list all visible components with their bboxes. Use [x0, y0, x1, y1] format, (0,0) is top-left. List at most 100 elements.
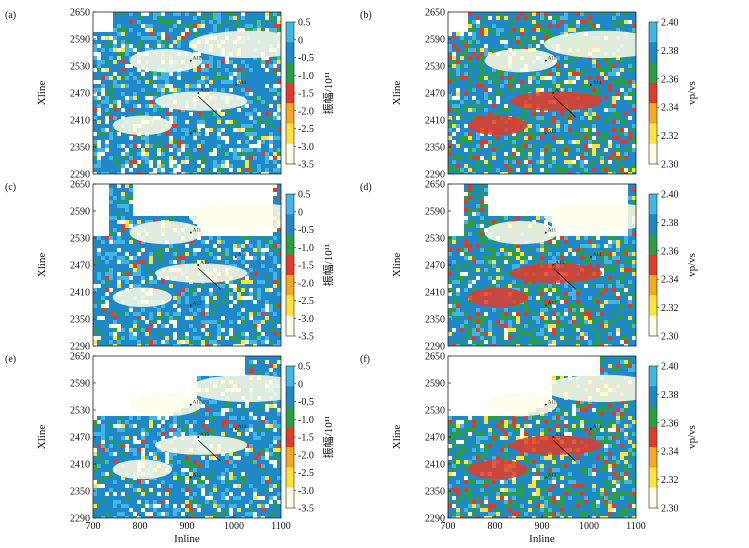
heatmap-cell: [476, 88, 480, 92]
heatmap-cell: [121, 108, 125, 112]
heatmap-cell: [113, 228, 117, 232]
heatmap-cell: [101, 252, 105, 256]
heatmap-cell: [508, 92, 512, 96]
heatmap-cell: [189, 152, 193, 156]
heatmap-cell: [109, 232, 113, 236]
heatmap-cell: [237, 264, 241, 268]
heatmap-cell: [464, 148, 468, 152]
heatmap-cell: [241, 292, 245, 296]
heatmap-cell: [265, 68, 269, 72]
heatmap-cell: [253, 292, 257, 296]
heatmap-cell: [217, 244, 221, 248]
heatmap-cell: [173, 148, 177, 152]
heatmap-cell: [552, 112, 556, 116]
heatmap-cell: [452, 148, 456, 152]
heatmap-cell: [253, 120, 257, 124]
heatmap-cell: [201, 248, 205, 252]
heatmap-cell: [93, 164, 97, 168]
heatmap-cell: [520, 20, 524, 24]
heatmap-cell: [588, 148, 592, 152]
heatmap-cell: [93, 144, 97, 148]
heatmap-cell: [488, 48, 492, 52]
heatmap-cell: [596, 148, 600, 152]
heatmap-cell: [536, 120, 540, 124]
heatmap-cell: [612, 80, 616, 84]
heatmap-cell: [121, 20, 125, 24]
heatmap-cell: [245, 252, 249, 256]
heatmap-cell: [125, 172, 129, 174]
heatmap-cell: [512, 168, 516, 172]
heatmap-cell: [576, 148, 580, 152]
heatmap-cell: [277, 136, 281, 140]
heatmap-cell: [608, 144, 612, 148]
heatmap-cell: [157, 40, 161, 44]
heatmap-cell: [241, 148, 245, 152]
heatmap-cell: [201, 244, 205, 248]
heatmap-cell: [472, 48, 476, 52]
heatmap-cell: [105, 248, 109, 252]
colorbar-segment: [286, 82, 294, 104]
heatmap-cell: [113, 144, 117, 148]
heatmap-cell: [488, 152, 492, 156]
heatmap-cell: [213, 28, 217, 32]
heatmap-cell: [612, 72, 616, 76]
heatmap-cell: [484, 108, 488, 112]
heatmap-cell: [245, 96, 249, 100]
heatmap-cell: [205, 244, 209, 248]
heatmap-cell: [508, 100, 512, 104]
heatmap-cell: [528, 80, 532, 84]
heatmap-cell: [628, 88, 632, 92]
heatmap-cell: [265, 96, 269, 100]
heatmap-cell: [141, 144, 145, 148]
heatmap-cell: [245, 272, 249, 276]
heatmap-cell: [201, 52, 205, 56]
heatmap-cell: [105, 100, 109, 104]
heatmap-cell: [221, 248, 225, 252]
heatmap-cell: [261, 120, 265, 124]
heatmap-cell: [237, 296, 241, 300]
heatmap-cell: [197, 132, 201, 136]
heatmap-cell: [205, 12, 209, 16]
heatmap-cell: [129, 164, 133, 168]
heatmap-cell: [253, 268, 257, 272]
heatmap-cell: [109, 288, 113, 292]
heatmap-cell: [225, 260, 229, 264]
heatmap-cell: [121, 232, 125, 236]
heatmap-cell: [472, 72, 476, 76]
heatmap-cell: [129, 256, 133, 260]
heatmap-cell: [113, 276, 117, 280]
heatmap-cell: [564, 144, 568, 148]
heatmap-cell: [480, 68, 484, 72]
heatmap-cell: [125, 236, 129, 240]
heatmap-cell: [620, 116, 624, 120]
heatmap-cell: [121, 160, 125, 164]
heatmap-cell: [233, 256, 237, 260]
heatmap-cell: [472, 24, 476, 28]
heatmap-cell: [165, 76, 169, 80]
heatmap-cell: [604, 132, 608, 136]
heatmap-cell: [508, 32, 512, 36]
heatmap-cell: [141, 172, 145, 174]
colorbar-segment: [649, 42, 657, 64]
heatmap-cell: [129, 236, 133, 240]
heatmap-cell: [496, 48, 500, 52]
heatmap-cell: [117, 12, 121, 16]
heatmap-cell: [484, 52, 488, 56]
panel-label: (b): [360, 10, 372, 21]
heatmap-cell: [476, 164, 480, 168]
heatmap-cell: [480, 36, 484, 40]
heatmap-cell: [261, 256, 265, 260]
heatmap-cell: [157, 28, 161, 32]
heatmap-cell: [528, 112, 532, 116]
heatmap-cell: [500, 108, 504, 112]
heatmap-cell: [241, 76, 245, 80]
heatmap-cell: [584, 72, 588, 76]
heatmap-cell: [468, 92, 472, 96]
heatmap-cell: [121, 16, 125, 20]
heatmap-cell: [588, 160, 592, 164]
heatmap-cell: [185, 80, 189, 84]
heatmap-cell: [117, 220, 121, 224]
heatmap-cell: [97, 260, 101, 264]
heatmap-cell: [125, 196, 129, 200]
heatmap-cell: [169, 40, 173, 44]
